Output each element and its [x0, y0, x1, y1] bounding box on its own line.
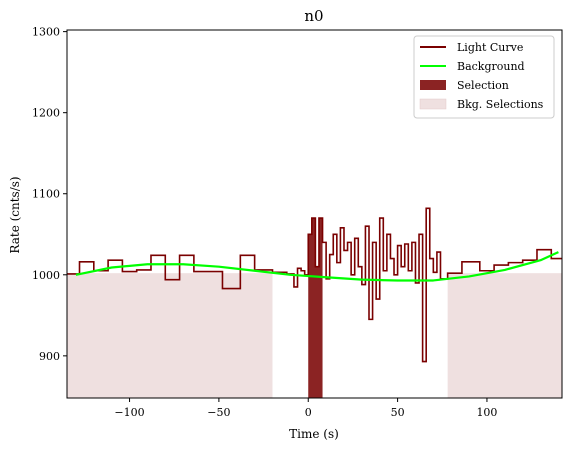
axes-frame: [66, 29, 563, 399]
x-axis-label: Time (s): [289, 427, 339, 441]
legend-label-selection: Selection: [457, 79, 509, 92]
legend-label-light-curve: Light Curve: [457, 41, 523, 54]
legend: Light Curve Background Selection Bkg. Se…: [413, 35, 555, 119]
x-tick-label: 100: [476, 406, 497, 419]
legend-swatch-bkg-selections: [419, 98, 447, 110]
y-tick-label: 1100: [32, 188, 60, 201]
y-tick-label: 1000: [32, 269, 60, 282]
x-tick-label: 50: [391, 406, 405, 419]
background-curve: [75, 251, 559, 282]
bkg-selection-region-1: [447, 273, 562, 398]
x-tick-label: −100: [114, 406, 144, 419]
chart-title: n0: [304, 7, 323, 25]
x-tick-label: 0: [305, 406, 312, 419]
y-tick-label: 1200: [32, 107, 60, 120]
y-tick-label: 900: [39, 350, 60, 363]
legend-label-bkg-selections: Bkg. Selections: [457, 98, 544, 111]
plot-area: [67, 207, 562, 398]
legend-label-background: Background: [457, 60, 525, 73]
bkg-selection-region-0: [67, 273, 273, 398]
axes: −100 −50 0 50 100 900 1000 1100 1200 1300: [32, 26, 563, 419]
light-curve-line: [67, 207, 562, 363]
y-tick-label: 1300: [32, 26, 60, 39]
legend-box: [413, 35, 555, 119]
y-axis-label: Rate (cnts/s): [8, 176, 22, 253]
legend-swatch-selection: [420, 80, 446, 90]
x-tick-label: −50: [207, 406, 230, 419]
